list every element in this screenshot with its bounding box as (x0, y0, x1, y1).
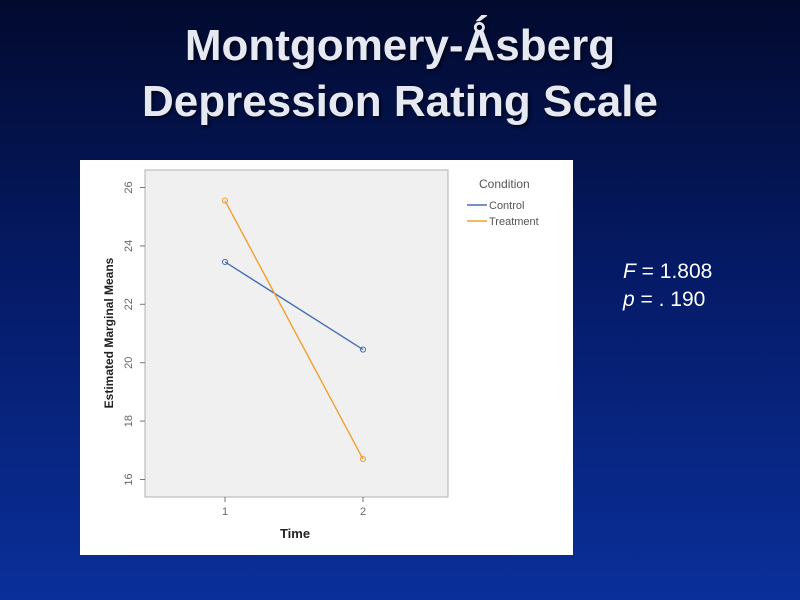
f-symbol: F (623, 260, 636, 283)
data-point-treatment (359, 455, 367, 463)
series-line-treatment (224, 200, 364, 460)
slide-title: Montgomery-Ǻsberg Depression Rating Scal… (0, 18, 800, 130)
data-point-control (221, 258, 229, 266)
chart-panel: 16 18 20 22 24 26 1 2 Estimated Marginal Means … (80, 160, 573, 555)
p-value: = . 190 (634, 288, 706, 311)
y-tick-label: 22 (123, 298, 135, 310)
data-point-treatment (221, 197, 229, 204)
data-point-control (359, 346, 367, 353)
x-tick-label: 1 (222, 506, 228, 518)
f-statistic: F = 1.808 (623, 258, 712, 286)
y-tick-label: 16 (123, 473, 135, 485)
x-axis-label: Time (280, 526, 310, 541)
x-tick-label: 2 (360, 506, 366, 518)
slide-title-line-2: Depression Rating Scale (142, 77, 658, 126)
y-tick-label: 18 (123, 415, 135, 427)
legend-label-treatment: Treatment (489, 216, 539, 228)
legend-title: Condition (479, 177, 530, 191)
slide-title-line-1: Montgomery-Ǻsberg (184, 21, 616, 70)
p-value-line: p = . 190 (623, 286, 712, 314)
f-value: = 1.808 (635, 260, 713, 283)
y-tick-label: 24 (123, 240, 135, 252)
p-symbol: p (623, 288, 635, 311)
series-line-control (224, 261, 364, 351)
y-tick-label: 20 (123, 357, 135, 369)
stats-box: F = 1.808 p = . 190 (623, 258, 712, 314)
legend: Condition Control Treatment (467, 177, 539, 228)
y-tick-label: 26 (123, 181, 135, 193)
y-axis-label: Estimated Marginal Means (102, 257, 116, 408)
legend-label-control: Control (489, 200, 524, 212)
